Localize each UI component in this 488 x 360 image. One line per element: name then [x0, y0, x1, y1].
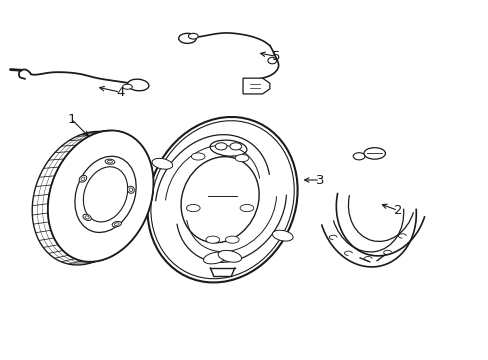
Ellipse shape [272, 230, 292, 241]
Ellipse shape [203, 252, 226, 264]
Ellipse shape [218, 251, 241, 262]
Ellipse shape [147, 117, 297, 283]
Polygon shape [243, 78, 269, 94]
Ellipse shape [83, 214, 91, 221]
Ellipse shape [352, 153, 364, 160]
Text: 4: 4 [116, 86, 124, 99]
Text: 2: 2 [393, 204, 402, 217]
Ellipse shape [107, 161, 112, 163]
Ellipse shape [48, 130, 153, 262]
Ellipse shape [205, 236, 219, 243]
Ellipse shape [122, 84, 132, 89]
Ellipse shape [105, 159, 115, 164]
Ellipse shape [127, 186, 134, 193]
Ellipse shape [114, 223, 119, 225]
Ellipse shape [191, 153, 204, 160]
Ellipse shape [235, 154, 248, 162]
Ellipse shape [81, 177, 84, 180]
Ellipse shape [127, 79, 148, 91]
Text: 5: 5 [271, 50, 280, 63]
Ellipse shape [83, 167, 127, 222]
Ellipse shape [75, 156, 136, 233]
Ellipse shape [85, 216, 89, 219]
Ellipse shape [186, 204, 200, 212]
Ellipse shape [178, 33, 196, 43]
Ellipse shape [152, 158, 172, 169]
Text: 1: 1 [67, 113, 76, 126]
Text: 3: 3 [315, 174, 324, 186]
Ellipse shape [225, 236, 239, 243]
Ellipse shape [129, 188, 132, 192]
Ellipse shape [181, 157, 259, 243]
Ellipse shape [210, 140, 246, 156]
Ellipse shape [363, 148, 385, 159]
Ellipse shape [229, 143, 241, 150]
Ellipse shape [215, 143, 226, 150]
Circle shape [267, 57, 276, 64]
Ellipse shape [240, 204, 253, 212]
Ellipse shape [112, 221, 121, 227]
Ellipse shape [188, 33, 198, 39]
Ellipse shape [79, 175, 86, 182]
